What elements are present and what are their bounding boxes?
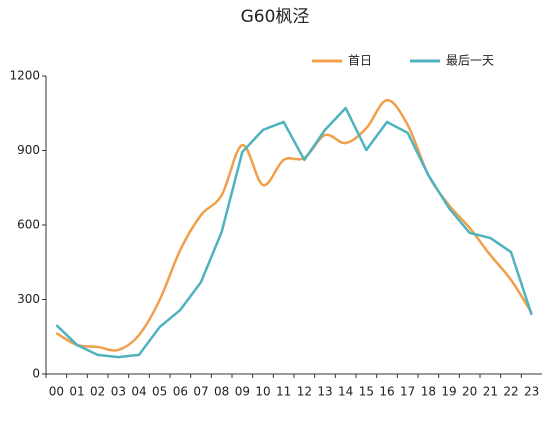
x-tick-label: 01 xyxy=(69,385,84,399)
x-tick-label: 05 xyxy=(152,385,167,399)
x-tick-label: 17 xyxy=(400,385,415,399)
x-tick-label: 21 xyxy=(483,385,498,399)
x-tick-label: 06 xyxy=(173,385,188,399)
x-tick-label: 19 xyxy=(441,385,456,399)
y-tick-label: 900 xyxy=(17,143,40,157)
x-tick-label: 23 xyxy=(524,385,539,399)
legend-label: 最后一天 xyxy=(446,54,494,68)
x-tick-label: 12 xyxy=(297,385,312,399)
chart-title: G60枫泾 xyxy=(241,7,310,27)
x-tick-label: 09 xyxy=(235,385,250,399)
x-tick-label: 20 xyxy=(462,385,477,399)
x-tick-label: 14 xyxy=(338,385,353,399)
x-tick-label: 08 xyxy=(214,385,229,399)
y-tick-label: 1200 xyxy=(9,69,40,83)
legend-label: 首日 xyxy=(348,54,372,68)
y-tick-label: 600 xyxy=(17,218,40,232)
x-tick-label: 00 xyxy=(49,385,64,399)
x-tick-label: 07 xyxy=(193,385,208,399)
x-tick-label: 10 xyxy=(255,385,270,399)
x-tick-label: 02 xyxy=(90,385,105,399)
x-tick-label: 13 xyxy=(317,385,332,399)
series-line xyxy=(55,106,533,359)
x-tick-label: 22 xyxy=(503,385,518,399)
x-tick-label: 04 xyxy=(131,385,146,399)
x-tick-label: 16 xyxy=(379,385,394,399)
x-tick-label: 11 xyxy=(276,385,291,399)
x-tick-label: 15 xyxy=(359,385,374,399)
y-tick-label: 300 xyxy=(17,292,40,306)
x-tick-label: 18 xyxy=(421,385,436,399)
series-line xyxy=(55,98,533,352)
x-tick-label: 03 xyxy=(111,385,126,399)
y-tick-label: 0 xyxy=(32,367,40,381)
